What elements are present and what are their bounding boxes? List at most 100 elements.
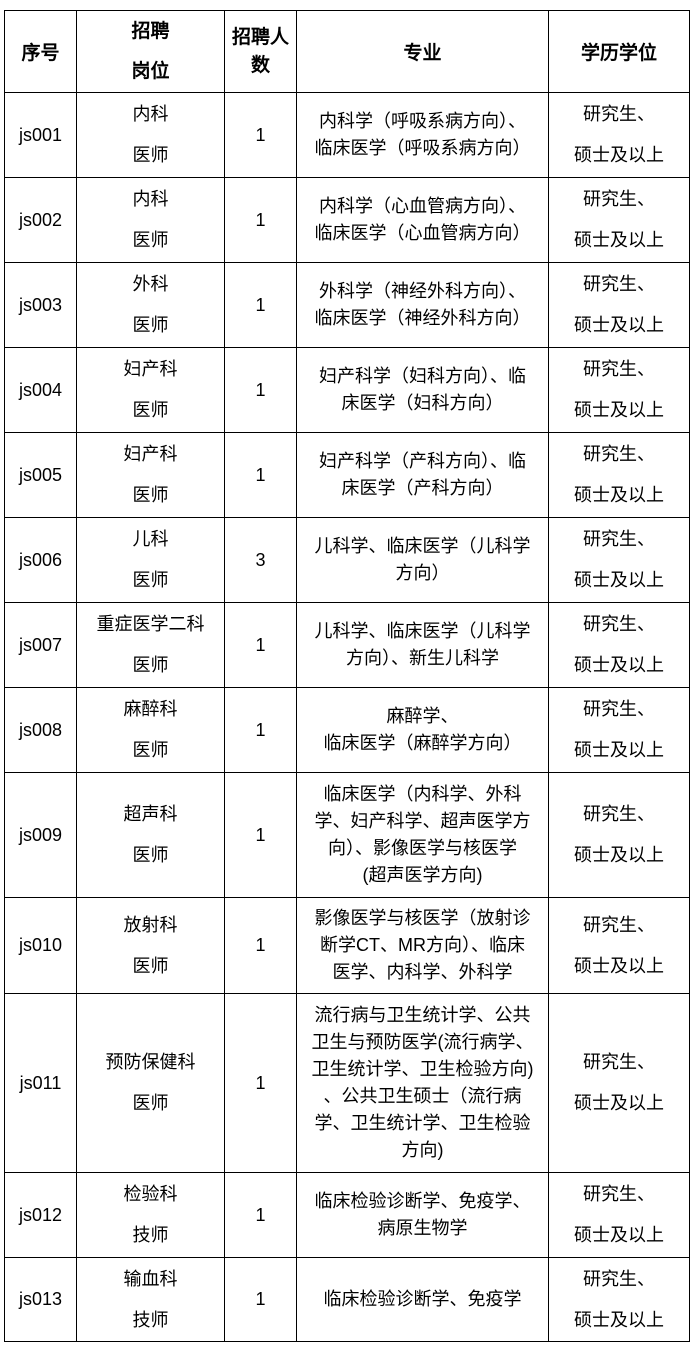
degree-cell-line: 硕士及以上: [574, 145, 664, 165]
major-cell: 外科学（神经外科方向）、 临床医学（神经外科方向）: [296, 262, 549, 348]
degree-cell-line: 硕士及以上: [574, 570, 664, 590]
post-cell-line: 妇产科: [123, 359, 178, 379]
major-cell-line: 方向）、新生儿科学: [346, 648, 499, 668]
post-cell-line: 超声科: [123, 804, 178, 824]
post-cell-line: 医师: [132, 655, 169, 675]
major-cell: 内科学（呼吸系病方向）、 临床医学（呼吸系病方向）: [296, 92, 549, 178]
major-cell-line: 临床医学（神经外科方向）: [314, 308, 531, 328]
post-cell: 麻醉科 医师: [76, 687, 225, 773]
id-cell: js009: [4, 772, 77, 898]
post-cell-line: 重症医学二科: [96, 614, 205, 634]
header-post-line: 岗位: [131, 60, 170, 82]
post-cell: 儿科 医师: [76, 517, 225, 603]
post-cell-line: 技师: [132, 1309, 169, 1330]
table-row: js006 儿科 医师 3 儿科学、临床医学（儿科学 方向） 研究生、 硕士及以上: [4, 517, 690, 603]
degree-cell: 研究生、 硕士及以上: [548, 347, 690, 433]
degree-cell-line: 研究生、: [583, 1184, 655, 1204]
id-cell: js003: [4, 262, 77, 348]
table-row: js010 放射科 医师 1 影像医学与核医学（放射诊 断学CT、MR方向）、临床 医学、内…: [4, 897, 690, 994]
major-cell-line: 麻醉学、: [386, 706, 459, 726]
table-row: js002 内科 医师 1 内科学（心血管病方向）、 临床医学（心血管病方向） 研究生、 硕士…: [4, 177, 690, 263]
degree-cell: 研究生、 硕士及以上: [548, 897, 690, 994]
id-cell: js002: [4, 177, 77, 263]
count-cell: 1: [224, 687, 297, 773]
table-row: js013 输血科 技师 1 临床检验诊断学、免疫学 研究生、 硕士及以上: [4, 1257, 690, 1342]
count-cell: 1: [224, 897, 297, 994]
post-cell-line: 医师: [132, 230, 169, 250]
post-cell-line: 输血科: [123, 1268, 178, 1289]
major-cell-line: 妇产科学（产科方向）、临: [319, 451, 526, 471]
post-cell-line: 放射科: [123, 914, 178, 935]
degree-cell-line: 硕士及以上: [574, 1225, 664, 1245]
major-cell: 妇产科学（妇科方向）、临 床医学（妇科方向）: [296, 347, 549, 433]
major-cell: 临床检验诊断学、免疫学: [296, 1257, 549, 1342]
post-cell-line: 医师: [132, 1093, 169, 1113]
table-row: js004 妇产科 医师 1 妇产科学（妇科方向）、临 床医学（妇科方向） 研究生、 硕士及以…: [4, 347, 690, 433]
major-cell: 临床医学（内科学、外科 学、妇产科学、超声医学方 向）、影像医学与核医学 (超声医学方…: [296, 772, 549, 898]
major-cell-line: 儿科学、临床医学（儿科学: [314, 621, 531, 641]
degree-cell-line: 研究生、: [583, 444, 655, 464]
header-id: 序号: [4, 10, 77, 93]
degree-cell-line: 硕士及以上: [574, 740, 664, 760]
table-row: js005 妇产科 医师 1 妇产科学（产科方向）、临 床医学（产科方向） 研究生、 硕士及以…: [4, 432, 690, 518]
count-cell: 1: [224, 432, 297, 518]
major-cell: 儿科学、临床医学（儿科学 方向）、新生儿科学: [296, 602, 549, 688]
major-cell: 临床检验诊断学、免疫学、 病原生物学: [296, 1172, 549, 1258]
major-cell-line: 临床检验诊断学、免疫学: [323, 1289, 522, 1309]
degree-cell-line: 硕士及以上: [574, 230, 664, 250]
count-cell: 3: [224, 517, 297, 603]
degree-cell: 研究生、 硕士及以上: [548, 517, 690, 603]
degree-cell: 研究生、 硕士及以上: [548, 1172, 690, 1258]
degree-cell-line: 研究生、: [583, 359, 655, 379]
id-cell: js010: [4, 897, 77, 994]
degree-cell-line: 硕士及以上: [574, 655, 664, 675]
count-cell: 1: [224, 92, 297, 178]
id-cell: js007: [4, 602, 77, 688]
header-post-line: 招聘: [131, 20, 170, 42]
header-count-line: 数: [250, 54, 270, 76]
degree-cell-line: 硕士及以上: [574, 1309, 664, 1330]
post-cell-line: 内科: [132, 189, 169, 209]
table-row: js001 内科 医师 1 内科学（呼吸系病方向）、 临床医学（呼吸系病方向） 研究生、 硕士…: [4, 92, 690, 178]
table-row: js011 预防保健科 医师 1 流行病与卫生统计学、公共 卫生与预防医学(流行病学、 卫生…: [4, 993, 690, 1173]
count-cell: 1: [224, 1172, 297, 1258]
post-cell-line: 医师: [132, 570, 169, 590]
major-cell-line: 影像医学与核医学（放射诊: [314, 908, 531, 928]
count-cell: 1: [224, 1257, 297, 1342]
post-cell-line: 妇产科: [123, 444, 178, 464]
table-row: js012 检验科 技师 1 临床检验诊断学、免疫学、 病原生物学 研究生、 硕士及以上: [4, 1172, 690, 1258]
degree-cell-line: 研究生、: [583, 614, 655, 634]
degree-cell-line: 研究生、: [583, 699, 655, 719]
header-post: 招聘 岗位: [76, 10, 225, 93]
degree-cell-line: 研究生、: [583, 804, 655, 824]
post-cell: 妇产科 医师: [76, 347, 225, 433]
degree-cell: 研究生、 硕士及以上: [548, 687, 690, 773]
degree-cell: 研究生、 硕士及以上: [548, 993, 690, 1173]
count-cell: 1: [224, 347, 297, 433]
id-cell: js011: [4, 993, 77, 1173]
post-cell-line: 儿科: [132, 529, 169, 549]
degree-cell: 研究生、 硕士及以上: [548, 92, 690, 178]
major-cell-line: 妇产科学（妇科方向）、临: [319, 366, 526, 386]
post-cell: 放射科 医师: [76, 897, 225, 994]
major-cell: 流行病与卫生统计学、公共 卫生与预防医学(流行病学、 卫生统计学、卫生检验方向) 、公…: [296, 993, 549, 1173]
major-cell: 内科学（心血管病方向）、 临床医学（心血管病方向）: [296, 177, 549, 263]
post-cell-line: 医师: [132, 845, 169, 865]
id-cell: js001: [4, 92, 77, 178]
header-degree: 学历学位: [548, 10, 690, 93]
degree-cell: 研究生、 硕士及以上: [548, 432, 690, 518]
post-cell: 妇产科 医师: [76, 432, 225, 518]
degree-cell-line: 研究生、: [583, 1052, 655, 1072]
post-cell-line: 医师: [132, 740, 169, 760]
post-cell-line: 医师: [132, 955, 169, 976]
major-cell-line: 临床医学（呼吸系病方向）: [314, 138, 531, 158]
major-cell: 麻醉学、 临床医学（麻醉学方向）: [296, 687, 549, 773]
count-cell: 1: [224, 262, 297, 348]
table-row: js008 麻醉科 医师 1 麻醉学、 临床医学（麻醉学方向） 研究生、 硕士及以上: [4, 687, 690, 773]
recruitment-table: 序号 招聘 岗位 招聘人数 专业 学历学位 js001 内科 医师 1 内科学（呼吸系病方…: [4, 10, 690, 1342]
post-cell: 重症医学二科 医师: [76, 602, 225, 688]
major-cell-line: 断学CT、MR方向）、临床: [320, 935, 525, 955]
post-cell: 检验科 技师: [76, 1172, 225, 1258]
post-cell-line: 内科: [132, 104, 169, 124]
id-cell: js004: [4, 347, 77, 433]
